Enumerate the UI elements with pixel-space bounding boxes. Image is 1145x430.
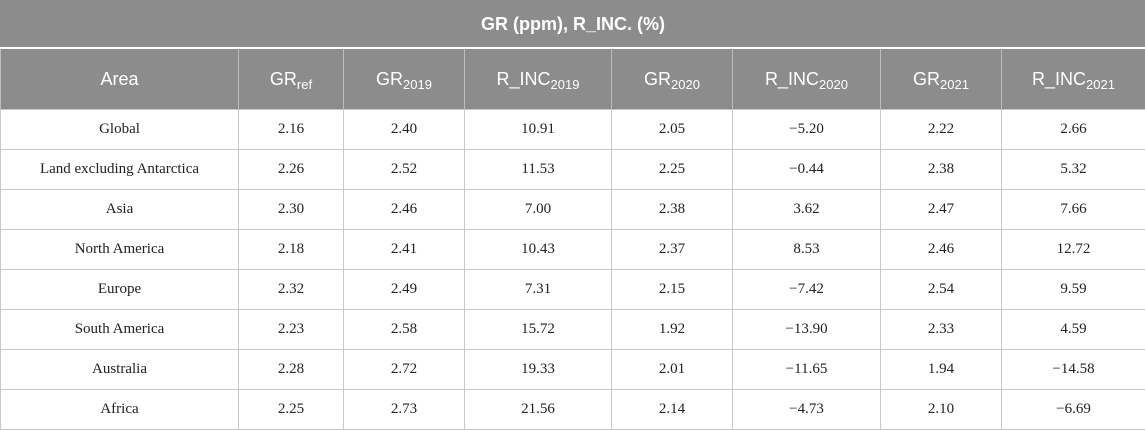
cell-value: 1.92 — [612, 310, 733, 350]
cell-value: 2.25 — [239, 390, 344, 430]
cell-value: −13.90 — [733, 310, 881, 350]
cell-area: Global — [1, 110, 239, 150]
cell-value: 2.37 — [612, 230, 733, 270]
cell-value: −14.58 — [1002, 350, 1145, 390]
title-unit-rinc: (%) — [632, 14, 665, 34]
table-row: North America 2.18 2.41 10.43 2.37 8.53 … — [1, 230, 1145, 270]
cell-value: 5.32 — [1002, 150, 1145, 190]
cell-value: 2.16 — [239, 110, 344, 150]
cell-value: 4.59 — [1002, 310, 1145, 350]
cell-value: 2.40 — [344, 110, 465, 150]
cell-value: 8.53 — [733, 230, 881, 270]
cell-area: Africa — [1, 390, 239, 430]
table-row: Africa 2.25 2.73 21.56 2.14 −4.73 2.10 −… — [1, 390, 1145, 430]
cell-value: 11.53 — [465, 150, 612, 190]
table-row: Land excluding Antarctica 2.26 2.52 11.5… — [1, 150, 1145, 190]
cell-value: 2.26 — [239, 150, 344, 190]
cell-area: South America — [1, 310, 239, 350]
cell-value: 9.59 — [1002, 270, 1145, 310]
cell-value: 2.01 — [612, 350, 733, 390]
cell-value: −5.20 — [733, 110, 881, 150]
title-rinc: R_INC. — [573, 14, 632, 34]
title-unit-gr: (ppm), — [508, 14, 573, 34]
cell-value: 7.00 — [465, 190, 612, 230]
cell-area: Land excluding Antarctica — [1, 150, 239, 190]
cell-value: 2.18 — [239, 230, 344, 270]
cell-value: 10.91 — [465, 110, 612, 150]
table-title: GR (ppm), R_INC. (%) — [1, 1, 1145, 49]
cell-value: 21.56 — [465, 390, 612, 430]
table-row: Asia 2.30 2.46 7.00 2.38 3.62 2.47 7.66 — [1, 190, 1145, 230]
cell-value: 2.32 — [239, 270, 344, 310]
cell-value: 2.38 — [881, 150, 1002, 190]
col-header-area: Area — [1, 48, 239, 110]
cell-value: 2.22 — [881, 110, 1002, 150]
header-row: Area GRref GR2019 R_INC2019 GR2020 R_INC… — [1, 48, 1145, 110]
cell-value: 2.73 — [344, 390, 465, 430]
title-row: GR (ppm), R_INC. (%) — [1, 1, 1145, 49]
cell-value: 2.38 — [612, 190, 733, 230]
cell-value: 2.49 — [344, 270, 465, 310]
col-header-gr-ref: GRref — [239, 48, 344, 110]
cell-value: 2.58 — [344, 310, 465, 350]
cell-value: 2.28 — [239, 350, 344, 390]
col-header-rinc-2020: R_INC2020 — [733, 48, 881, 110]
col-header-rinc-2021: R_INC2021 — [1002, 48, 1145, 110]
col-header-gr-2020: GR2020 — [612, 48, 733, 110]
cell-value: 2.33 — [881, 310, 1002, 350]
col-header-rinc-2019: R_INC2019 — [465, 48, 612, 110]
cell-value: 2.05 — [612, 110, 733, 150]
col-header-gr-2019: GR2019 — [344, 48, 465, 110]
col-header-gr-2021: GR2021 — [881, 48, 1002, 110]
cell-value: 2.23 — [239, 310, 344, 350]
cell-value: 2.47 — [881, 190, 1002, 230]
cell-value: 7.66 — [1002, 190, 1145, 230]
cell-value: 2.14 — [612, 390, 733, 430]
cell-value: −4.73 — [733, 390, 881, 430]
table-row: Australia 2.28 2.72 19.33 2.01 −11.65 1.… — [1, 350, 1145, 390]
cell-value: 2.25 — [612, 150, 733, 190]
table-row: Europe 2.32 2.49 7.31 2.15 −7.42 2.54 9.… — [1, 270, 1145, 310]
cell-value: 2.52 — [344, 150, 465, 190]
cell-value: 2.46 — [881, 230, 1002, 270]
cell-area: Asia — [1, 190, 239, 230]
cell-value: 2.30 — [239, 190, 344, 230]
cell-area: Australia — [1, 350, 239, 390]
cell-value: 2.15 — [612, 270, 733, 310]
cell-value: 12.72 — [1002, 230, 1145, 270]
cell-value: −7.42 — [733, 270, 881, 310]
cell-value: 2.66 — [1002, 110, 1145, 150]
title-gr: GR — [481, 14, 508, 34]
cell-value: −0.44 — [733, 150, 881, 190]
table-row: South America 2.23 2.58 15.72 1.92 −13.9… — [1, 310, 1145, 350]
table-row: Global 2.16 2.40 10.91 2.05 −5.20 2.22 2… — [1, 110, 1145, 150]
cell-area: Europe — [1, 270, 239, 310]
cell-value: −6.69 — [1002, 390, 1145, 430]
cell-value: 2.41 — [344, 230, 465, 270]
cell-value: 3.62 — [733, 190, 881, 230]
cell-value: 2.46 — [344, 190, 465, 230]
cell-value: 15.72 — [465, 310, 612, 350]
cell-area: North America — [1, 230, 239, 270]
cell-value: 7.31 — [465, 270, 612, 310]
cell-value: 2.72 — [344, 350, 465, 390]
cell-value: 2.10 — [881, 390, 1002, 430]
cell-value: 19.33 — [465, 350, 612, 390]
cell-value: 10.43 — [465, 230, 612, 270]
cell-value: −11.65 — [733, 350, 881, 390]
cell-value: 1.94 — [881, 350, 1002, 390]
cell-value: 2.54 — [881, 270, 1002, 310]
